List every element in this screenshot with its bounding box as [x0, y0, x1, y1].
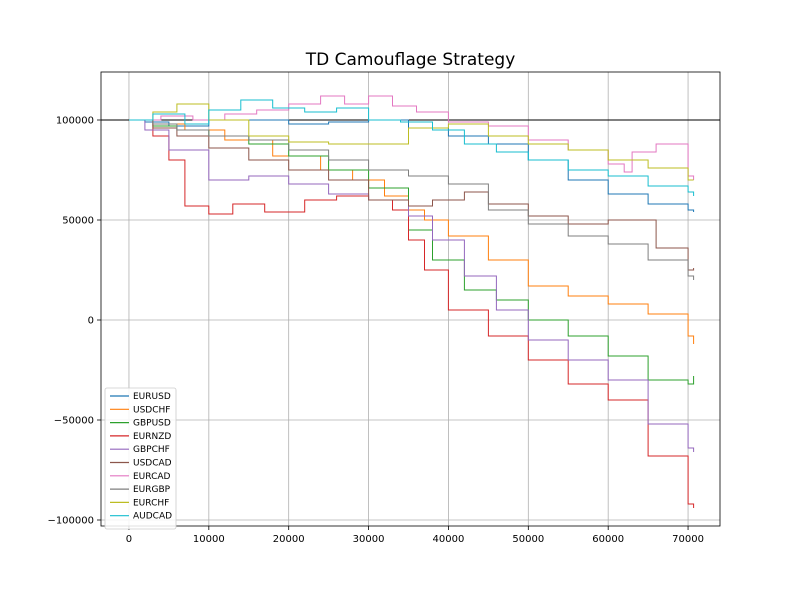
x-tick-label: 50000 [512, 534, 544, 545]
y-tick-label: −100000 [47, 516, 94, 527]
x-tick-label: 20000 [273, 534, 305, 545]
legend-label: GBPUSD [133, 419, 171, 429]
series-line-gbpchf [129, 119, 695, 452]
axes-frame [100, 71, 721, 527]
legend-label: EURNZD [133, 432, 171, 442]
x-axis: 0 10000 20000 30000 40000 50000 60000 70000 [126, 526, 704, 545]
legend-label: USDCAD [133, 459, 172, 469]
legend-box [104, 387, 177, 530]
x-tick-label: 30000 [353, 534, 385, 545]
y-tick-label: 100000 [56, 116, 94, 127]
legend-label: EURGBP [133, 485, 171, 495]
legend-label: AUDCAD [133, 512, 172, 522]
series-line-eurnzd [129, 119, 695, 508]
legend: EURUSD USDCHF GBPUSD EURNZD GBPCHF USDCAD EURC… [104, 387, 177, 530]
y-axis: −100000 −50000 0 50000 100000 [47, 116, 101, 527]
legend-label: EURCHF [133, 498, 169, 508]
y-tick-label: 50000 [62, 216, 94, 227]
chart-title: TD Camouflage Strategy [305, 50, 516, 70]
legend-label: USDCHF [133, 405, 170, 415]
series-line-audcad [129, 99, 695, 196]
series-line-eurchf [129, 103, 694, 181]
x-tick-label: 0 [126, 534, 132, 545]
series-line-eurgbp [129, 119, 695, 280]
series-line-eurcad [129, 95, 695, 180]
grid [101, 72, 720, 526]
y-tick-label: 0 [88, 316, 94, 327]
legend-label: EURUSD [133, 392, 171, 402]
series-group [129, 95, 695, 508]
x-tick-label: 60000 [592, 534, 624, 545]
series-line-usdcad [129, 119, 695, 271]
series-line-eurusd [129, 119, 695, 212]
legend-label: EURCAD [133, 472, 171, 482]
legend-label: GBPCHF [133, 445, 170, 455]
y-tick-label: −50000 [54, 416, 94, 427]
x-tick-label: 70000 [672, 534, 704, 545]
x-tick-label: 40000 [433, 534, 465, 545]
x-tick-label: 10000 [193, 534, 225, 545]
series-line-usdchf [129, 119, 695, 344]
